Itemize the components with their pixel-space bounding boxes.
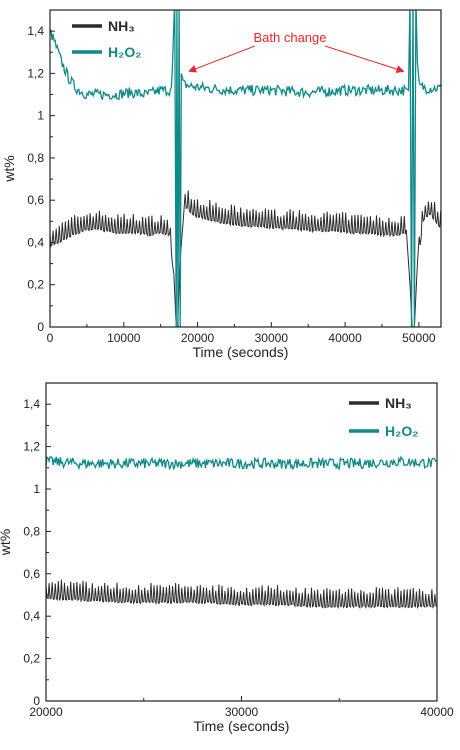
y-axis-label: wt%	[0, 529, 13, 556]
y-tick-label: 1,4	[27, 24, 44, 38]
x-tick-label: 10000	[107, 331, 141, 345]
x-tick-label: 30000	[255, 331, 289, 345]
x-tick-label: 40000	[328, 331, 362, 345]
chart-top-panel: 0 0,2 0,4 0,6 0,8 1 1,2 1,4 0 10000 20000 30000 4000…	[1, 9, 442, 360]
y-tick-label: 0	[33, 694, 40, 708]
x-tick-label: 0	[47, 331, 54, 345]
x-axis-label: Time (seconds)	[193, 344, 289, 360]
series-line-nh3	[50, 190, 441, 327]
series-line-h2o2	[46, 455, 437, 471]
annotation-arrow	[188, 45, 256, 73]
y-tick-label: 0,4	[23, 609, 40, 623]
annotation-arrow	[324, 45, 405, 73]
series-line-nh3	[46, 579, 437, 609]
x-tick-label: 50000	[402, 331, 436, 345]
legend-label: H₂O₂	[385, 423, 418, 439]
legend-label: NH₃	[108, 18, 135, 34]
y-tick-label: 0,2	[27, 278, 44, 292]
y-tick-label: 1,2	[23, 440, 40, 454]
y-tick-label: 0,6	[23, 567, 40, 581]
y-axis-label: wt%	[1, 155, 17, 182]
y-tick-label: 0,8	[27, 151, 44, 165]
y-tick-label: 0,6	[27, 193, 44, 207]
legend-label: NH₃	[385, 395, 412, 411]
y-tick-label: 0,4	[27, 235, 44, 249]
y-tick-label: 0,2	[23, 652, 40, 666]
x-tick-label: 20000	[29, 705, 63, 719]
y-tick-label: 1,2	[27, 66, 44, 80]
y-tick-label: 1	[33, 482, 40, 496]
x-axis-label: Time (seconds)	[194, 718, 290, 734]
y-tick-label: 0	[37, 320, 44, 334]
x-tick-label: 20000	[181, 331, 215, 345]
series-line-h2o2	[50, 10, 441, 327]
annotation-text: Bath change	[253, 30, 326, 45]
y-tick-label: 0,8	[23, 524, 40, 538]
legend-label: H₂O₂	[108, 44, 141, 60]
x-tick-label: 40000	[420, 705, 454, 719]
x-tick-label: 30000	[225, 705, 259, 719]
chart-bottom-panel: 0 0,2 0,4 0,6 0,8 1 1,2 1,4 20000 30000 40000 Time …	[0, 382, 454, 734]
y-tick-label: 1	[37, 109, 44, 123]
plot-frame	[49, 9, 442, 328]
y-tick-label: 1,4	[23, 397, 40, 411]
